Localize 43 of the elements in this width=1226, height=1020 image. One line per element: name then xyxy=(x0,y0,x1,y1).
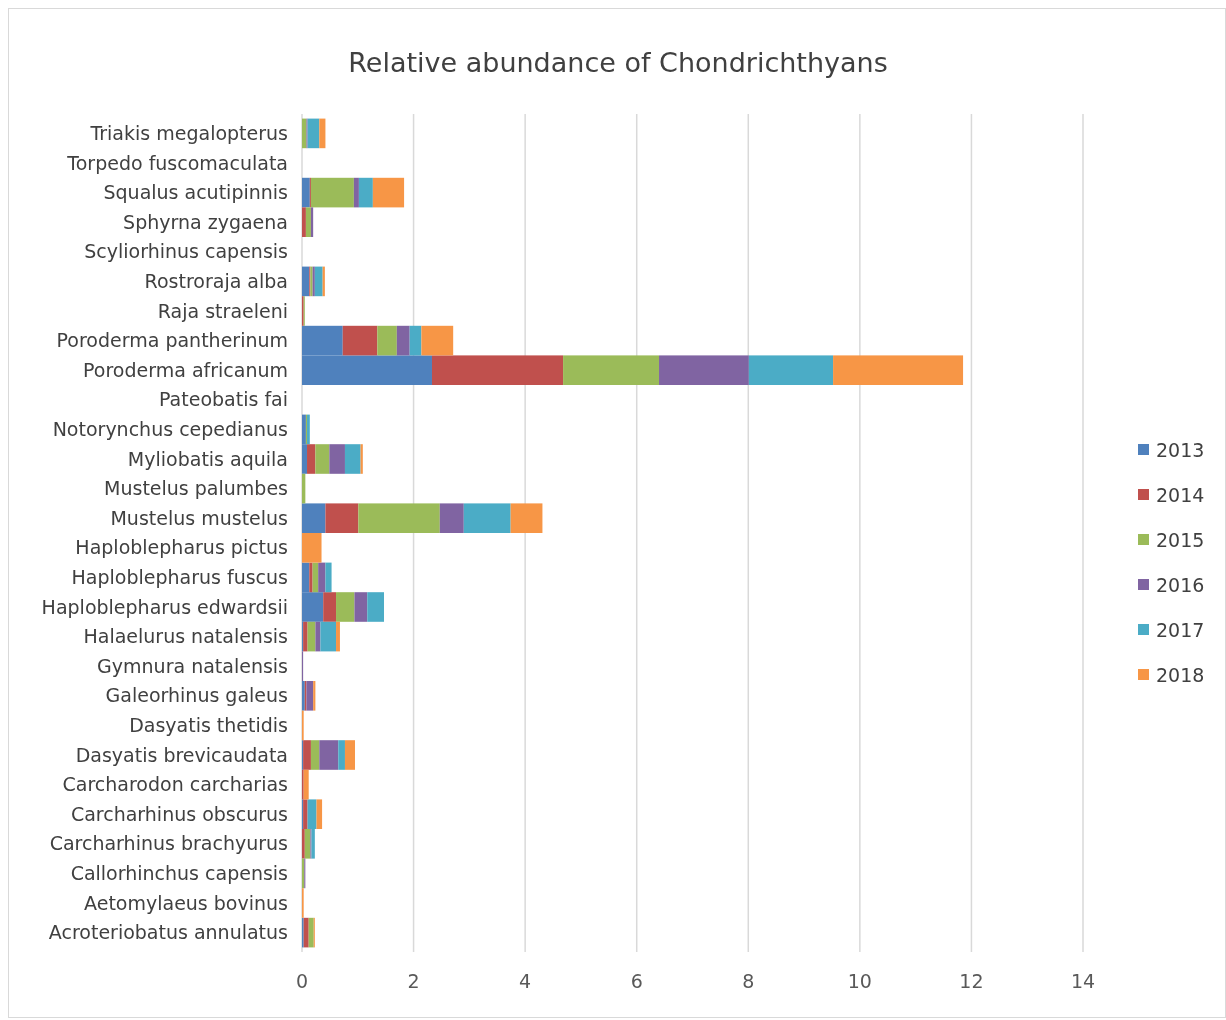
x-tick-label: 12 xyxy=(959,970,984,992)
y-tick-label: Raja straeleni xyxy=(157,299,288,322)
y-tick-label: Halaelurus natalensis xyxy=(83,625,288,648)
legend-label: 2016 xyxy=(1156,573,1205,596)
chart-title: Relative abundance of Chondrichthyans xyxy=(348,47,888,78)
y-tick-label: Galeorhinus galeus xyxy=(105,684,288,707)
x-tick-label: 0 xyxy=(295,970,309,992)
y-tick-label: Acroteriobatus annulatus xyxy=(48,921,288,944)
x-tick-label: 4 xyxy=(519,970,532,992)
y-tick-label: Dasyatis thetidis xyxy=(129,714,288,737)
y-tick-label: Gymnura natalensis xyxy=(97,654,288,677)
y-tick-label: Haploblepharus edwardsii xyxy=(41,595,288,618)
legend-label: 2014 xyxy=(1156,483,1205,506)
y-tick-label: Pateobatis fai xyxy=(159,388,288,411)
y-tick-label: Myliobatis aquila xyxy=(127,447,288,470)
y-tick-label: Haploblepharus fuscus xyxy=(71,566,288,589)
y-tick-label: Aetomylaeus bovinus xyxy=(84,891,288,914)
y-tick-label: Dasyatis brevicaudata xyxy=(75,743,288,766)
y-tick-label: Carcharhinus obscurus xyxy=(70,802,288,825)
y-tick-label: Callorhinchus capensis xyxy=(70,862,288,885)
y-tick-label: Mustelus palumbes xyxy=(104,477,288,500)
legend-label: 2013 xyxy=(1156,438,1205,461)
y-tick-label: Rostroraja alba xyxy=(144,270,288,293)
x-tick-label: 10 xyxy=(847,970,872,992)
y-tick-label: Scyliorhinus capensis xyxy=(84,240,288,263)
legend-label: 2015 xyxy=(1156,528,1205,551)
y-tick-label: Squalus acutipinnis xyxy=(103,181,288,204)
legend-label: 2017 xyxy=(1156,618,1205,641)
y-tick-label: Poroderma africanum xyxy=(83,358,288,381)
y-tick-label: Mustelus mustelus xyxy=(110,506,288,529)
x-tick-label: 2 xyxy=(407,970,420,992)
y-tick-label: Torpedo fuscomaculata xyxy=(66,151,288,174)
y-tick-label: Sphyrna zygaena xyxy=(123,210,288,233)
y-tick-label: Carcharhinus brachyurus xyxy=(49,832,288,855)
x-tick-label: 6 xyxy=(630,970,643,992)
y-tick-label: Poroderma pantherinum xyxy=(56,329,288,352)
x-tick-label: 14 xyxy=(1070,970,1096,992)
legend-label: 2018 xyxy=(1156,663,1205,686)
y-tick-label: Notorynchus cepedianus xyxy=(52,418,288,441)
y-tick-label: Haploblepharus pictus xyxy=(75,536,288,559)
y-tick-label: Triakis megalopterus xyxy=(89,122,288,145)
x-tick-label: 8 xyxy=(742,970,755,992)
y-tick-label: Carcharodon carcharias xyxy=(62,773,288,796)
